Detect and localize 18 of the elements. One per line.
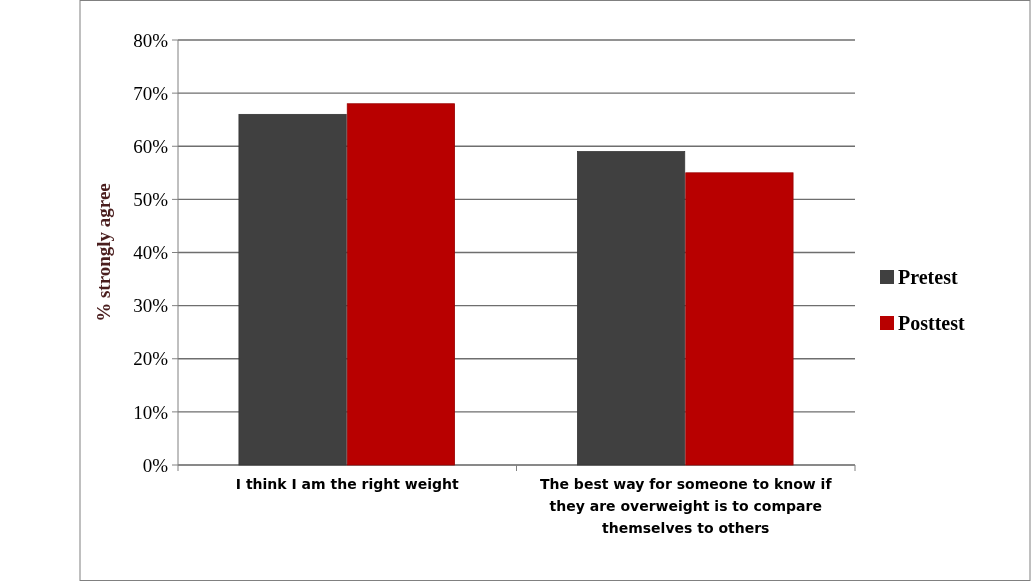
bar xyxy=(238,113,347,466)
bar xyxy=(346,103,455,466)
bar xyxy=(577,151,686,466)
y-tick-label: 80% xyxy=(133,29,169,51)
legend-label: Pretest xyxy=(898,266,958,288)
y-axis-title: % strongly agree xyxy=(93,183,114,322)
y-tick-label: 40% xyxy=(133,242,169,264)
x-tick-label: I think I am the right weight xyxy=(235,476,459,492)
x-tick-label: The best way for someone to know if they are overweight is to compare themselves to others xyxy=(539,476,833,536)
y-tick-label: 30% xyxy=(133,295,169,317)
y-tick-label: 60% xyxy=(133,135,169,157)
y-tick-label: 50% xyxy=(133,189,169,211)
y-tick-label: 0% xyxy=(142,454,169,476)
y-tick-label: 20% xyxy=(133,348,169,370)
bar xyxy=(685,172,794,466)
legend-label: Posttest xyxy=(898,312,965,334)
y-tick-label: 70% xyxy=(133,82,169,104)
y-tick-label: 10% xyxy=(133,401,169,423)
